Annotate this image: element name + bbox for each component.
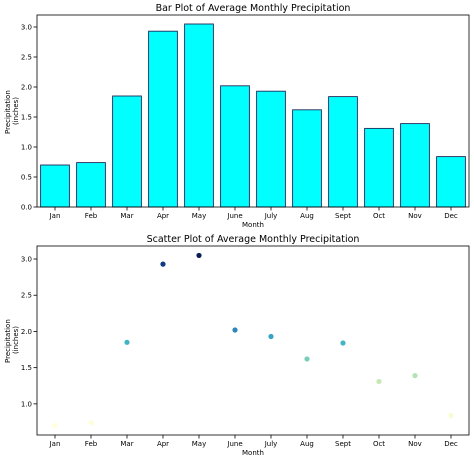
scatter-x-tick-label: May	[192, 440, 206, 448]
bar-y-tick-label: 1.5	[21, 114, 32, 122]
bar-x-tick-label: Aug	[300, 212, 314, 220]
bar-y-tick-label: 2.0	[21, 84, 32, 92]
bar	[328, 96, 358, 208]
bar-y-tick-label: 0.0	[21, 204, 32, 212]
bar-y-tick-label: 1.0	[21, 144, 32, 152]
bar	[76, 162, 106, 208]
scatter-x-tick-label: Mar	[120, 440, 133, 448]
scatter-y-tick-label: 2.0	[21, 328, 32, 336]
bar-marks	[40, 23, 466, 208]
bar-chart: Bar Plot of Average Monthly Precipitatio…	[4, 3, 470, 229]
scatter-x-tick-label: Jan	[49, 440, 61, 448]
scatter-x-tick-label: Nov	[408, 440, 422, 448]
scatter-y-tick-label: 1.5	[21, 364, 32, 372]
bar-x-tick-label: Feb	[85, 212, 98, 220]
scatter-x-ticks: Jan Feb Mar Apr May June July Aug Sept Oct Nov Dec	[49, 435, 458, 448]
bar	[184, 23, 214, 208]
bar	[148, 30, 178, 208]
bar-x-tick-label: Dec	[444, 212, 458, 220]
scatter-y-tick-label: 3.0	[21, 256, 32, 264]
scatter-x-tick-label: Sept	[335, 440, 351, 448]
scatter-y-axis-label-line-1: Precipitation	[4, 319, 12, 363]
bar	[364, 127, 394, 208]
scatter-x-tick-label: Feb	[85, 440, 98, 448]
bar-y-tick-label: 3.0	[21, 24, 32, 32]
bar-x-tick-label: Nov	[408, 212, 422, 220]
bar-y-axis-label-line-1: Precipitation	[4, 90, 12, 134]
bar-x-tick-label: Apr	[157, 212, 169, 220]
scatter-chart: Scatter Plot of Average Monthly Precipit…	[4, 234, 470, 457]
scatter-x-tick-label: Aug	[300, 440, 314, 448]
bar-x-ticks: Jan Feb Mar Apr May June July Aug Sept Oct Nov Dec	[49, 207, 458, 220]
bar	[436, 156, 466, 208]
bar-x-tick-label: May	[192, 212, 206, 220]
bar	[256, 90, 286, 208]
scatter-axes-frame	[36, 245, 470, 436]
bar-x-tick-label: Oct	[373, 212, 385, 220]
bar-x-tick-label: July	[264, 212, 278, 220]
scatter-points	[52, 252, 454, 429]
scatter-point	[268, 333, 274, 340]
scatter-point	[232, 327, 238, 333]
bar-x-tick-label: Sept	[335, 212, 351, 220]
bar	[112, 95, 142, 208]
scatter-x-tick-label: Apr	[157, 440, 169, 448]
scatter-x-tick-label: July	[264, 440, 278, 448]
scatter-point	[88, 420, 94, 426]
scatter-y-tick-label: 2.5	[21, 292, 32, 300]
scatter-x-axis-label: Month	[242, 449, 264, 457]
scatter-x-tick-label: June	[226, 440, 242, 448]
scatter-x-tick-label: Oct	[373, 440, 385, 448]
bar	[40, 164, 70, 208]
scatter-y-axis-label: Precipitation (inches)	[4, 317, 20, 363]
scatter-point	[160, 261, 166, 267]
bar	[220, 85, 250, 208]
bar-y-ticks: 0.0 0.5 1.0 1.5 2.0 2.5 3.0	[21, 24, 37, 212]
bar-y-axis-label: Precipitation (inches)	[4, 88, 20, 134]
scatter-point	[340, 340, 346, 346]
bar-x-tick-label: June	[226, 212, 242, 220]
bar-y-tick-label: 0.5	[21, 174, 32, 182]
bar-y-tick-label: 2.5	[21, 54, 32, 62]
scatter-point	[124, 339, 130, 345]
bar	[400, 123, 430, 208]
scatter-point	[196, 252, 202, 259]
scatter-y-axis-label-line-2: (inches)	[12, 326, 20, 354]
scatter-x-tick-label: Dec	[444, 440, 458, 448]
scatter-point	[52, 422, 58, 429]
scatter-y-ticks: 1.0 1.5 2.0 2.5 3.0	[21, 256, 37, 408]
bar-x-tick-label: Mar	[120, 212, 133, 220]
bar-x-axis-label: Month	[242, 221, 264, 229]
bar-x-tick-label: Jan	[49, 212, 61, 220]
scatter-chart-title: Scatter Plot of Average Monthly Precipit…	[147, 234, 360, 245]
scatter-point	[412, 373, 418, 379]
bar-chart-title: Bar Plot of Average Monthly Precipitatio…	[156, 3, 351, 14]
bar-y-axis-label-line-2: (inches)	[12, 97, 20, 125]
scatter-y-tick-label: 1.0	[21, 400, 32, 408]
scatter-point	[304, 356, 310, 362]
scatter-point	[376, 378, 382, 385]
scatter-point	[448, 412, 454, 419]
bar-axes-frame	[36, 14, 470, 208]
bar	[292, 109, 322, 208]
